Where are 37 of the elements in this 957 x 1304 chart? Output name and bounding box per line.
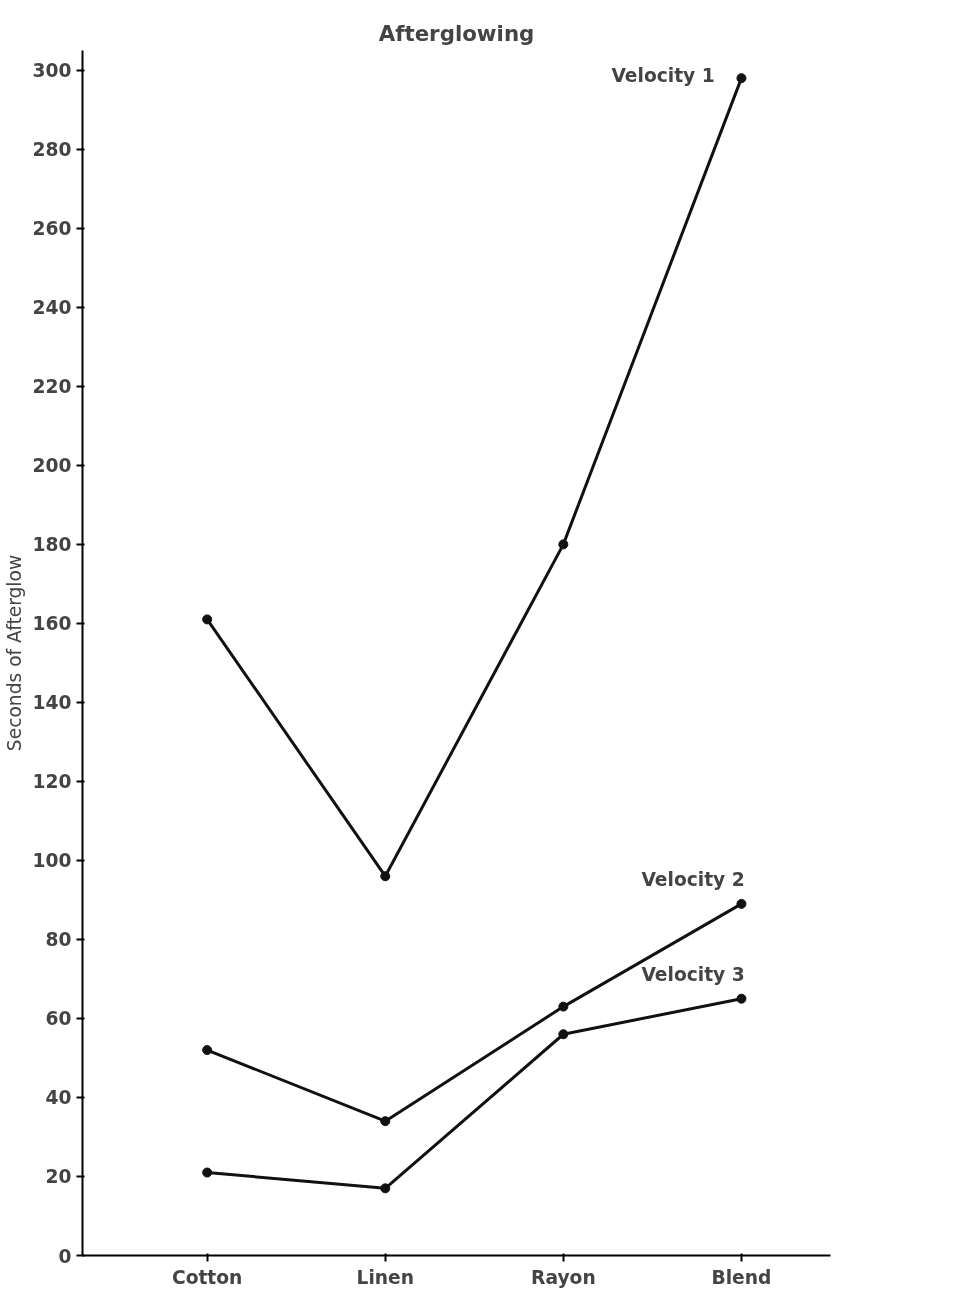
point (202, 1045, 213, 1056)
y-tick-label: 120 (32, 771, 72, 793)
point (202, 1167, 213, 1178)
y-tick-label: 20 (45, 1166, 72, 1188)
y-axis-title: Seconds of Afterglow (3, 554, 25, 752)
y-tick-label: 260 (32, 218, 72, 240)
point (380, 1183, 391, 1194)
y-tick-label: 80 (45, 929, 72, 951)
point (736, 993, 747, 1004)
y-tick-label: 100 (32, 850, 72, 872)
x-tick-label: Linen (356, 1266, 415, 1288)
point (202, 614, 213, 625)
y-tick-label: 200 (32, 455, 72, 477)
y-tick-label: 60 (45, 1008, 72, 1030)
y-tick-label: 280 (32, 139, 72, 161)
point (380, 1116, 391, 1127)
x-tick-label: Rayon (531, 1266, 596, 1288)
chart-title: Afterglowing (378, 20, 535, 46)
series-label: Velocity 3 (641, 963, 745, 985)
point (558, 1029, 569, 1040)
y-tick-label: 180 (32, 534, 72, 556)
y-tick-label: 0 (58, 1245, 72, 1267)
point (736, 898, 747, 909)
point (558, 1001, 569, 1012)
x-tick-label: Cotton (171, 1266, 243, 1288)
y-tick-label: 140 (32, 692, 72, 714)
y-tick-label: 220 (32, 376, 72, 398)
point (736, 73, 747, 84)
point (380, 871, 391, 882)
series-label: Velocity 1 (611, 65, 715, 87)
series-label: Velocity 2 (641, 868, 745, 890)
x-tick-label: Blend (711, 1266, 772, 1288)
y-tick-label: 40 (45, 1087, 72, 1109)
y-tick-label: 300 (32, 60, 72, 82)
y-tick-label: 240 (32, 297, 72, 319)
y-tick-label: 160 (32, 613, 72, 635)
point (558, 539, 569, 550)
